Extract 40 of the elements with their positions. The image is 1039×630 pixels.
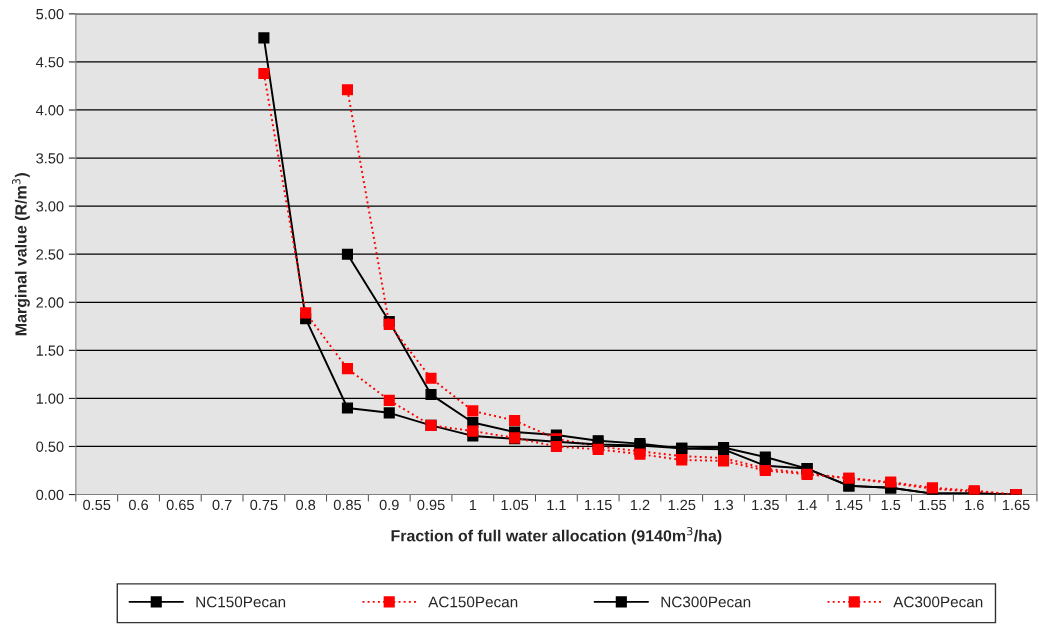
y-tick-label: 0.50 bbox=[36, 441, 64, 452]
x-tick-label: 1.65 bbox=[1002, 499, 1030, 511]
y-tick-label: 1.00 bbox=[36, 393, 64, 404]
legend-label: NC300Pecan bbox=[661, 596, 751, 608]
y-tick-label: 4.00 bbox=[36, 105, 64, 116]
y-tick-label: 5.00 bbox=[36, 8, 64, 20]
y-tick-label: 2.50 bbox=[36, 249, 64, 260]
x-tick-label: 0.95 bbox=[417, 499, 445, 511]
x-tick-label: 0.55 bbox=[83, 499, 111, 511]
y-axis-title: Marginal value (R/m$^{3}$) bbox=[12, 173, 30, 336]
x-tick-label: 1.2 bbox=[630, 499, 650, 510]
legend-label: AC300Pecan bbox=[893, 596, 983, 608]
x-tick-label: 1.05 bbox=[501, 499, 529, 511]
x-tick-label: 0.85 bbox=[333, 499, 362, 511]
x-tick-label: 1.1 bbox=[547, 499, 566, 510]
x-tick-label: 0.6 bbox=[128, 499, 149, 511]
x-tick-label: 1.45 bbox=[835, 499, 863, 511]
y-tick-label: 3.00 bbox=[36, 201, 64, 212]
legend-label: AC150Pecan bbox=[428, 596, 518, 608]
x-tick-label: 1.55 bbox=[919, 499, 947, 511]
x-tick-label: 0.75 bbox=[250, 499, 278, 511]
y-tick-label: 4.50 bbox=[36, 57, 64, 68]
x-tick-label: 0.65 bbox=[166, 499, 194, 511]
x-tick-label: 1.4 bbox=[798, 499, 817, 510]
x-tick-label: 1.15 bbox=[585, 499, 612, 511]
x-tick-label: 1.25 bbox=[668, 499, 696, 511]
x-tick-label: 1.35 bbox=[752, 499, 779, 511]
y-tick-label: 3.50 bbox=[36, 153, 64, 164]
legend-label: NC150Pecan bbox=[196, 596, 286, 608]
x-tick-label: 0.9 bbox=[379, 499, 399, 511]
y-tick-label: 0.00 bbox=[36, 489, 64, 500]
x-tick-label: 1 bbox=[469, 499, 477, 510]
x-axis-title: Fraction of full water allocation (9140m$^{3}$/ha) bbox=[391, 526, 722, 545]
x-tick-label: 1.6 bbox=[965, 499, 984, 511]
y-tick-label: 2.00 bbox=[36, 297, 64, 308]
y-tick-label: 1.50 bbox=[36, 345, 64, 356]
x-tick-label: 0.7 bbox=[212, 499, 232, 511]
x-tick-label: 1.3 bbox=[714, 499, 734, 511]
x-tick-label: 1.5 bbox=[881, 499, 901, 511]
x-tick-label: 0.8 bbox=[296, 499, 316, 511]
